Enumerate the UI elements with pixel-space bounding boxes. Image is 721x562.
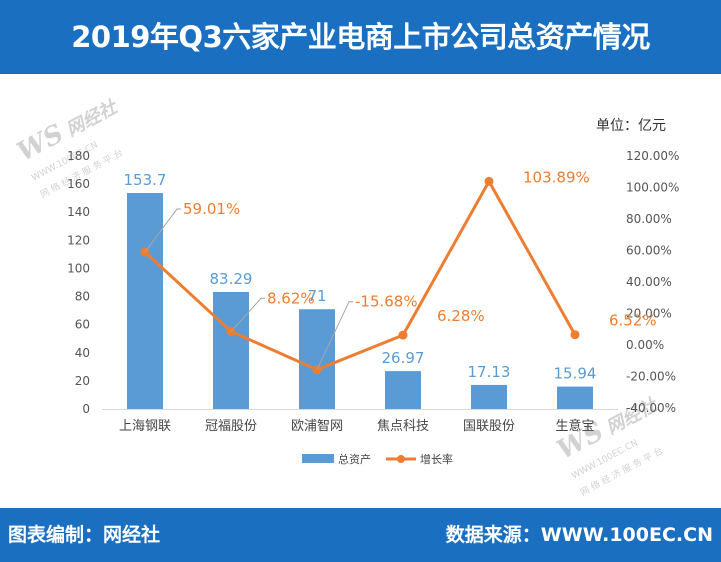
bar (299, 309, 335, 409)
x-category-label: 上海钢联 (119, 419, 171, 434)
bar (213, 291, 249, 409)
y-left-tick-label: 80 (75, 290, 90, 304)
bar (557, 386, 593, 409)
bar (471, 384, 507, 409)
y-right-tick-label: 0.00% (626, 338, 664, 352)
footer-credit: 图表编制：网经社 (8, 524, 161, 546)
legend-swatch-marker (397, 455, 405, 463)
y-right-tick-label: 120.00% (626, 149, 679, 163)
growth-line (143, 179, 577, 372)
y-left-tick-label: 140 (67, 205, 90, 219)
growth-value-label: 6.28% (437, 307, 485, 325)
x-category-label: 欧浦智网 (291, 419, 343, 434)
y-left-tick-label: 100 (67, 261, 90, 275)
bar-value-label: 17.13 (468, 363, 511, 381)
bar-value-label: 26.97 (382, 349, 425, 367)
growth-value-label: 59.01% (183, 200, 240, 218)
growth-point (484, 176, 494, 186)
y-left-tick-label: 40 (75, 346, 90, 360)
y-left-tick-label: 60 (75, 318, 90, 332)
bar (127, 192, 163, 409)
footer-bar: 图表编制：网经社 数据来源：WWW.100EC.CN (0, 508, 721, 562)
bar-value-label: 71 (307, 287, 326, 305)
growth-point (140, 247, 150, 257)
y-left-tick-label: 20 (75, 374, 90, 388)
bar-value-label: 15.94 (554, 365, 597, 383)
title-bar: 2019年Q3六家产业电商上市公司总资产情况 (0, 0, 721, 74)
growth-value-label: 6.52% (609, 312, 657, 330)
footer-source: 数据来源：WWW.100EC.CN (445, 524, 713, 546)
y-left-tick-label: 180 (67, 149, 90, 163)
y-right-tick-label: 60.00% (626, 244, 672, 258)
growth-point (398, 330, 408, 340)
growth-value-label: -15.68% (355, 293, 418, 311)
y-left-tick-label: 120 (67, 233, 90, 247)
bar-value-label: 83.29 (210, 270, 253, 288)
growth-leader-line (144, 208, 181, 253)
x-category-label: 生意宝 (555, 418, 594, 434)
unit-label: 单位：亿元 (596, 118, 666, 134)
growth-point (570, 330, 580, 340)
legend-label-line: 增长率 (420, 452, 453, 466)
y-right-tick-label: 100.00% (626, 181, 679, 195)
combo-chart: 0 20 40 60 80 100 120 140 160 180 -40.00% -20.00% 0.… (67, 149, 679, 466)
growth-leader-line (230, 297, 265, 332)
bar-value-label: 153.7 (124, 171, 167, 189)
y-right-tick-label: 20.00% (626, 307, 672, 321)
growth-leader-line (316, 301, 353, 370)
y-right-tick-label: 80.00% (626, 212, 672, 226)
x-category-label: 国联股份 (463, 419, 515, 434)
legend-label-bar: 总资产 (338, 452, 371, 466)
growth-value-label: 8.62% (267, 289, 315, 307)
y-left-tick-label: 0 (82, 402, 90, 416)
y-left-tick-label: 160 (67, 177, 90, 191)
bar (385, 371, 421, 409)
legend-swatch-bar (302, 454, 334, 463)
x-category-label: 冠福股份 (205, 419, 257, 434)
y-right-tick-label: 40.00% (626, 275, 672, 289)
y-right-tick-label: -20.00% (626, 370, 676, 384)
page-title: 2019年Q3六家产业电商上市公司总资产情况 (71, 20, 650, 54)
y-right-tick-label: -40.00% (626, 401, 676, 415)
growth-value-label: 103.89% (523, 168, 590, 186)
x-category-label: 焦点科技 (377, 419, 429, 434)
